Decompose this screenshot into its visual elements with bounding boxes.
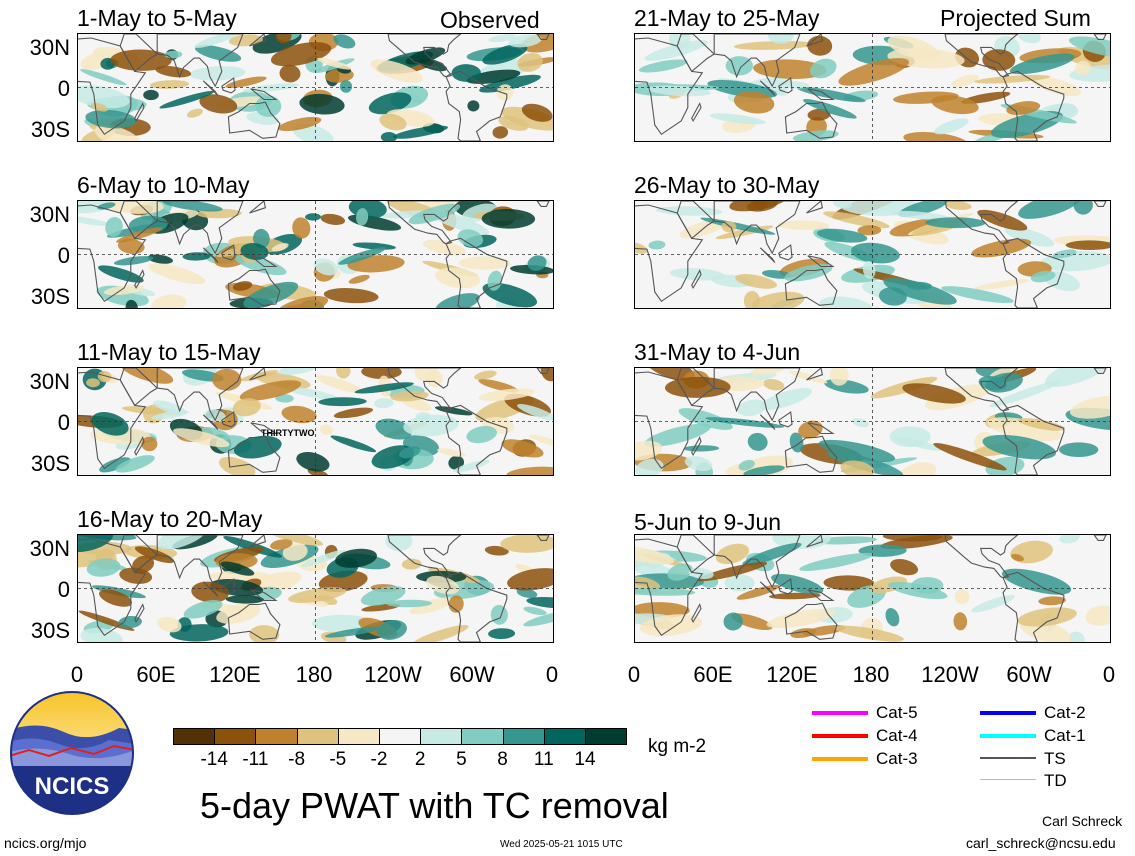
tc-legend-line [812,757,868,761]
author-email: carl_schreck@ncsu.edu [966,835,1116,851]
pwat-anomaly-map [635,368,1110,475]
lat-label-30s: 30S [30,117,70,142]
pwat-anomaly-map [635,34,1110,141]
colorbar-label: 5 [456,749,467,770]
colorbar-swatch [379,728,422,745]
map-panel-1 [77,33,554,142]
colorbar-swatch [543,728,586,745]
tc-legend-label: TS [1044,749,1066,768]
map-panel-2 [77,200,554,309]
colorbar-label: 8 [497,749,508,770]
pwat-anomaly-map [78,535,553,642]
panel-title-3: 11-May to 15-May [77,339,261,365]
map-panel-6 [634,200,1111,309]
lon-label: 0 [70,662,84,687]
lat-label-30n: 30N [29,35,70,60]
tc-legend-line [980,779,1036,780]
lon-label: 120W [364,662,422,687]
lat-label-eq: 0 [57,577,70,602]
lon-label: 180 [852,662,890,687]
colorbar-label: 14 [574,749,596,770]
colorbar-label: -5 [329,749,347,770]
pwat-anomaly-map [78,201,553,308]
author-name: Carl Schreck [1042,813,1123,829]
ncics-logo: NCICS [9,690,135,816]
panel-title-2: 6-May to 10-May [77,172,250,198]
lon-label: 60E [136,662,176,687]
panel-title-6: 26-May to 30-May [634,172,820,198]
lon-label: 180 [295,662,333,687]
pwat-anomaly-map [635,535,1110,642]
colorbar-swatch [502,728,545,745]
lon-label: 0 [545,662,559,687]
lat-label-eq: 0 [57,243,70,268]
panel-title-8: 5-Jun to 9-Jun [634,509,782,535]
tc-legend-label: TD [1044,771,1067,790]
colorbar-label: -11 [242,749,269,770]
panel-title-1: 1-May to 5-May [77,5,237,31]
lat-label-30s: 30S [30,284,70,309]
pwat-anomaly-map [78,368,553,475]
colorbar-swatch [337,728,380,745]
lat-label-30n: 30N [29,536,70,561]
colorbar-label: -14 [200,749,228,770]
map-panel-3: THIRTYTWO [77,367,554,476]
colorbar-label: 2 [414,749,426,770]
tc-legend-label: Cat-5 [876,703,918,722]
colorbar-label: -2 [370,749,388,770]
lat-label-30s: 30S [30,618,70,643]
observed-label: Observed [440,7,540,33]
lon-label: 120E [766,662,818,687]
colorbar-label: -8 [288,749,306,770]
lat-label-30n: 30N [29,369,70,394]
map-panel-8 [634,534,1111,643]
lon-label: 60W [1006,662,1052,687]
colorbar-swatch [255,728,298,745]
tc-legend-line [980,711,1036,715]
pwat-anomaly-map [635,201,1110,308]
lon-label: 60W [449,662,495,687]
map-panel-4 [77,534,554,643]
tc-legend-label: Cat-3 [876,749,918,768]
colorbar-swatch [214,728,257,745]
footer-timestamp: Wed 2025-05-21 1015 UTC [500,839,623,850]
tc-legend-line [980,734,1036,738]
lat-label-30s: 30S [30,451,70,476]
map-panel-5 [634,33,1111,142]
colorbar-units: kg m-2 [648,736,707,757]
main-title: 5-day PWAT with TC removal [200,785,669,826]
lon-label: 0 [1102,662,1116,687]
pwat-anomaly-map [78,34,553,141]
colorbar-swatch [173,728,216,745]
tc-legend-line [812,711,868,715]
lon-label: 0 [627,662,641,687]
colorbar-swatch [585,728,628,745]
tc-legend-label: Cat-4 [876,726,918,745]
lat-label-eq: 0 [57,410,70,435]
panel-title-4: 16-May to 20-May [77,506,263,532]
lon-label: 60E [693,662,733,687]
colorbar-label: 11 [533,749,554,770]
projected-sum-label: Projected Sum [940,5,1091,31]
tc-legend-line [812,734,868,738]
colorbar-swatch [461,728,504,745]
panel-title-7: 31-May to 4-Jun [634,339,801,365]
map-panel-7 [634,367,1111,476]
logo-text: NCICS [35,773,110,800]
lon-label: 120W [921,662,979,687]
tc-legend-label: Cat-2 [1044,703,1086,722]
panel-title-5: 21-May to 25-May [634,5,820,31]
lon-label: 120E [209,662,261,687]
tc-legend-label: Cat-1 [1044,726,1086,745]
colorbar-swatch [296,728,339,745]
storm-label: THIRTYTWO [261,428,315,438]
tc-legend-line [980,757,1036,759]
lat-label-30n: 30N [29,202,70,227]
footer-url: ncics.org/mjo [4,835,87,851]
colorbar-swatch [420,728,463,745]
lat-label-eq: 0 [57,76,70,101]
